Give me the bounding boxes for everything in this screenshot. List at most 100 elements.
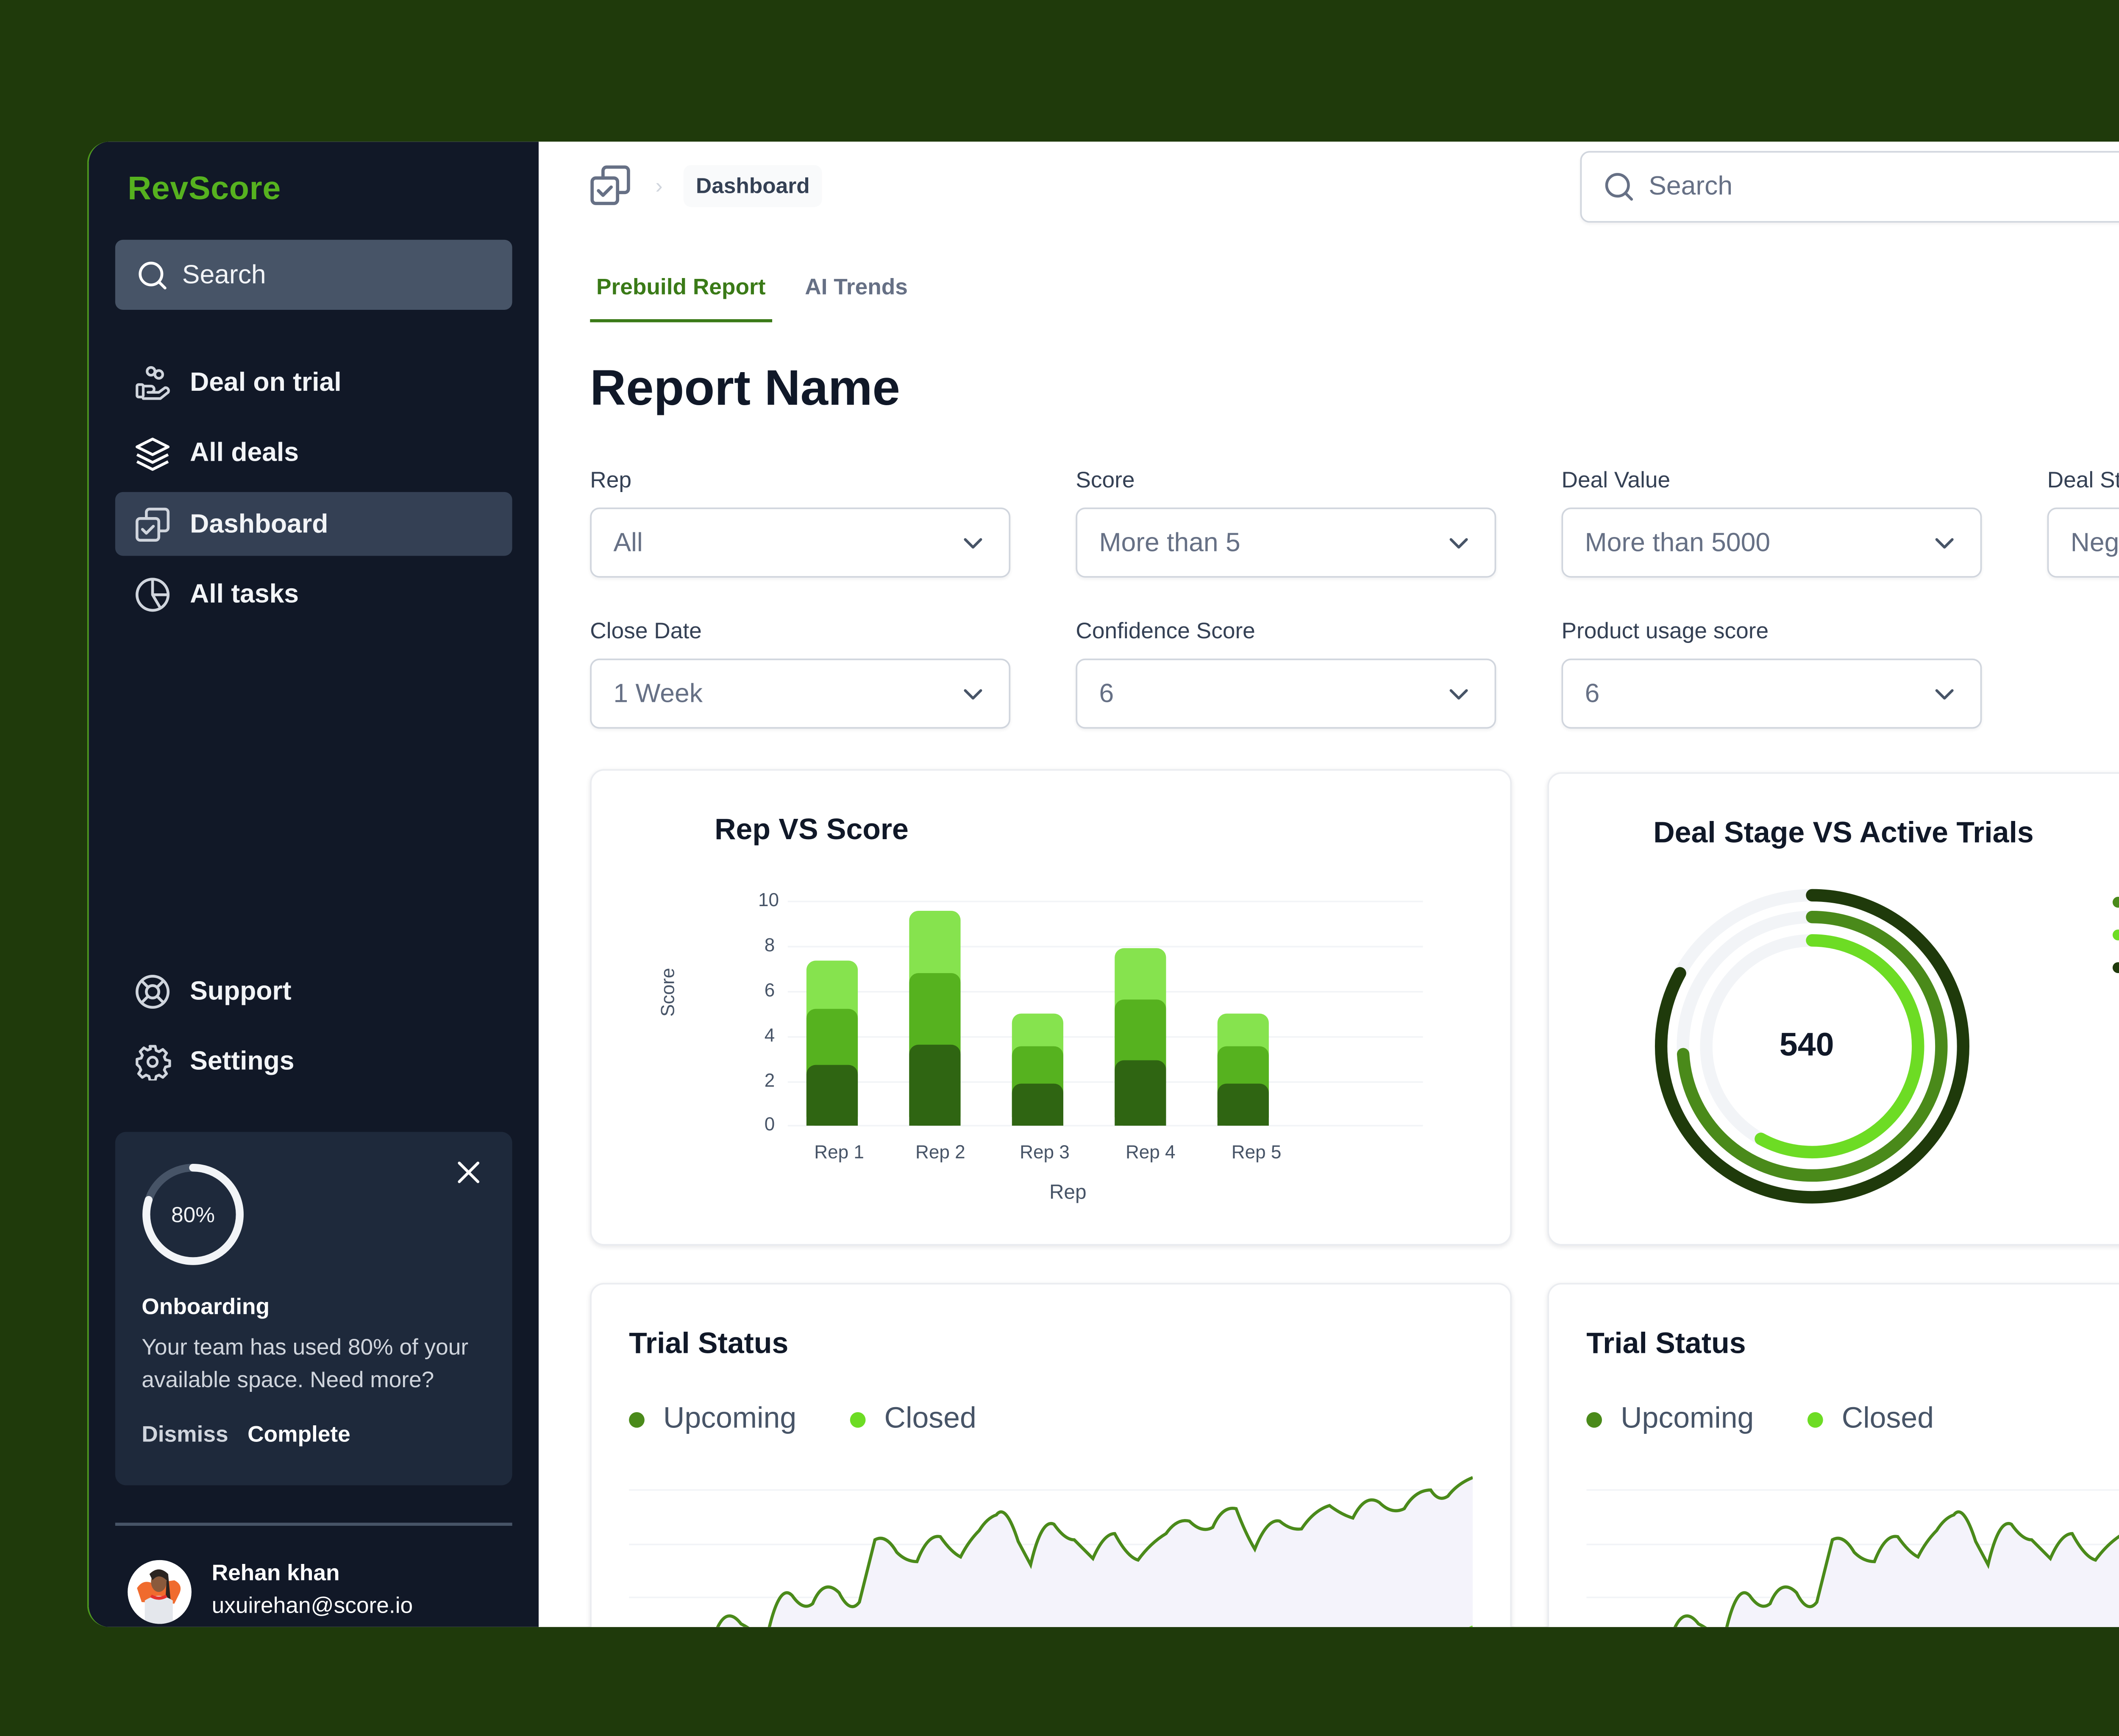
avatar-image-icon (128, 1560, 192, 1624)
filter-label-rep: Rep (590, 468, 632, 494)
trial-status-area-chart (629, 1476, 1473, 1627)
bar-rep-2 (909, 910, 961, 1126)
sidebar-item-deal-on-trial[interactable]: Deal on trial (115, 351, 512, 415)
dismiss-button[interactable]: Dismiss (142, 1423, 228, 1448)
user-name: Rehan khan (211, 1561, 340, 1587)
legend-dot (2112, 929, 2119, 940)
bar-rep-1 (806, 960, 858, 1126)
sidebar-search-input[interactable]: Search (115, 239, 512, 310)
select-value: All (613, 528, 643, 558)
y-tick: 6 (764, 979, 775, 1002)
sidebar-item-support[interactable]: Support (115, 959, 512, 1023)
onboarding-card: 80% Onboarding Your team has used 80% of… (115, 1132, 512, 1486)
card-title: Deal Stage VS Active Trials (1653, 817, 2034, 850)
select-value: More than 5000 (1585, 528, 1771, 558)
legend-dot (2112, 896, 2119, 907)
chevron-down-icon (1935, 538, 1954, 549)
rep-vs-score-chart (787, 901, 1423, 1127)
tab-ai-trends[interactable]: AI Trends (805, 275, 908, 300)
bar-rep-4 (1115, 948, 1166, 1126)
product-usage-score-select[interactable]: 6 (1561, 658, 1982, 729)
onboarding-progress-label: 80% (171, 1202, 215, 1227)
trial-status-card: Trial Status Upcoming Closed (590, 1283, 1512, 1627)
x-tick: Rep 4 (1125, 1141, 1176, 1163)
sidebar-item-label: All tasks (190, 578, 299, 608)
sidebar-item-label: Support (190, 975, 292, 1005)
y-tick: 0 (764, 1113, 775, 1135)
close-date-select[interactable]: 1 Week (590, 658, 1011, 729)
sidebar-divider (115, 1522, 512, 1526)
x-axis-label: Rep (1049, 1180, 1087, 1204)
legend-item-upcoming: Upcoming (629, 1403, 796, 1437)
brand-logo[interactable]: RevScore (128, 171, 281, 207)
legend-label: Upcoming (663, 1402, 797, 1436)
search-icon (1605, 173, 1633, 201)
complete-button[interactable]: Complete (247, 1423, 350, 1448)
chevron-down-icon (1935, 689, 1954, 700)
chevron-down-icon (964, 538, 982, 549)
tab-prebuild-report[interactable]: Prebuild Report (596, 275, 766, 300)
onboarding-progress-ring (142, 1163, 244, 1265)
chevron-down-icon (1449, 689, 1468, 700)
bar-rep-5 (1217, 1013, 1269, 1126)
close-icon[interactable] (455, 1158, 483, 1186)
main-content: › Dashboard Search Prebuild Report AI Tr… (539, 142, 2119, 1627)
sidebar-search-placeholder: Search (182, 259, 266, 289)
breadcrumb-current[interactable]: Dashboard (683, 165, 823, 207)
sidebar-item-all-deals[interactable]: All deals (115, 420, 512, 484)
hand-coins-icon (136, 365, 170, 399)
legend-item-closed: Closed (850, 1403, 976, 1437)
filter-label-deal-value: Deal Value (1561, 468, 1671, 494)
legend-dot (2112, 961, 2119, 973)
legend-label: Closed (1841, 1402, 1934, 1436)
chevron-down-icon (964, 689, 982, 700)
legend-item-contract-send: Contract send (2112, 923, 2119, 945)
card-title: Trial Status (629, 1328, 789, 1361)
select-value: 6 (1585, 679, 1600, 709)
filter-label-score: Score (1076, 468, 1135, 494)
sidebar-item-label: All deals (190, 437, 299, 467)
life-buoy-icon (135, 974, 170, 1008)
search-placeholder: Search (1649, 171, 1733, 201)
x-tick: Rep 5 (1231, 1141, 1282, 1163)
select-value: More than 5 (1099, 528, 1240, 558)
bar-rep-3 (1012, 1013, 1064, 1126)
sidebar: RevScore Search Deal on trial All deals … (89, 142, 539, 1627)
search-input[interactable]: Search (1580, 151, 2119, 223)
legend-item-decision-maker: Decision maker bought in (2112, 956, 2119, 978)
sidebar-item-label: Deal on trial (190, 367, 342, 396)
search-icon (139, 261, 167, 289)
trial-status-card: Trial Status Upcoming Closed (1547, 1283, 2119, 1627)
sidebar-item-settings[interactable]: Settings (115, 1029, 512, 1093)
score-select[interactable]: More than 5 (1076, 507, 1496, 578)
sidebar-item-dashboard[interactable]: Dashboard (115, 492, 512, 556)
dashboard-check-icon[interactable] (589, 164, 632, 207)
layers-icon (135, 437, 170, 470)
x-tick: Rep 3 (1020, 1141, 1070, 1163)
dashboard-check-icon (135, 507, 170, 541)
confidence-score-select[interactable]: 6 (1076, 658, 1496, 729)
avatar[interactable] (128, 1560, 192, 1624)
card-title: Rep VS Score (715, 814, 909, 847)
rep-select[interactable]: All (590, 507, 1011, 578)
legend-item-upcoming: Upcoming (1586, 1403, 1754, 1437)
legend-label: Closed (884, 1402, 976, 1436)
filter-label-product-usage-score: Product usage score (1561, 620, 1769, 645)
deal-stage-radial-chart (1655, 889, 1969, 1204)
y-tick: 10 (758, 889, 779, 911)
legend-label: Upcoming (1621, 1402, 1754, 1436)
deal-stage-select[interactable]: Negotiation (2047, 507, 2119, 578)
onboarding-description: Your team has used 80% of your available… (142, 1335, 469, 1394)
legend-item-negotiation: Negotiation (2112, 890, 2119, 912)
select-value: 6 (1099, 679, 1114, 709)
pie-chart-icon (135, 577, 170, 611)
filter-label-close-date: Close Date (590, 620, 702, 645)
legend-dot (850, 1412, 866, 1428)
filter-label-deal-stage: Deal Stage (2047, 468, 2119, 494)
sidebar-item-all-tasks[interactable]: All tasks (115, 562, 512, 626)
filter-label-confidence-score: Confidence Score (1076, 620, 1255, 645)
app-window: RevScore Search Deal on trial All deals … (87, 142, 2119, 1627)
y-axis-label: Score (657, 968, 679, 1017)
rep-vs-score-card: Rep VS Score (590, 769, 1512, 1246)
deal-value-select[interactable]: More than 5000 (1561, 507, 1982, 578)
